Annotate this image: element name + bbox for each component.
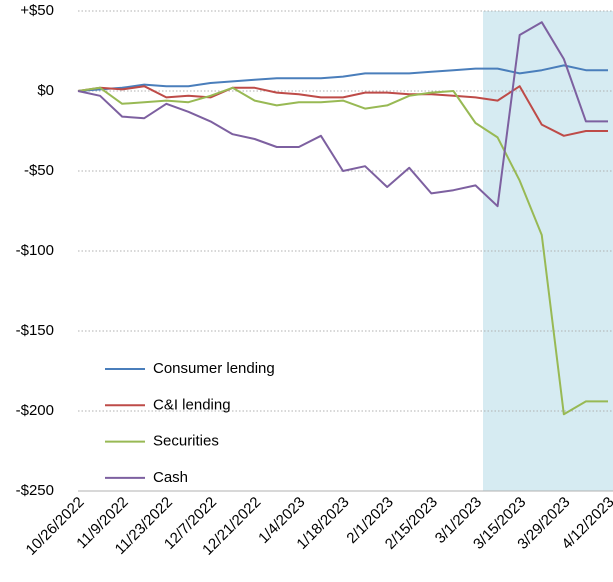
series-line <box>77 64 608 92</box>
x-tick-label: 10/26/2022 <box>23 494 88 559</box>
y-tick-label: -$50 <box>24 162 54 179</box>
legend-label: Securities <box>153 433 219 450</box>
y-tick-label: +$50 <box>20 2 54 19</box>
y-tick-label: -$200 <box>16 402 54 419</box>
y-tick-label: $0 <box>37 82 54 99</box>
y-tick-label: -$250 <box>16 482 54 499</box>
legend-label: C&I lending <box>153 396 231 413</box>
y-tick-label: -$150 <box>16 322 54 339</box>
series-line <box>77 86 608 416</box>
y-tick-label: -$100 <box>16 242 54 259</box>
series-line <box>77 85 608 137</box>
series-line <box>77 21 608 208</box>
legend-label: Cash <box>153 469 188 486</box>
legend-label: Consumer lending <box>153 360 275 377</box>
